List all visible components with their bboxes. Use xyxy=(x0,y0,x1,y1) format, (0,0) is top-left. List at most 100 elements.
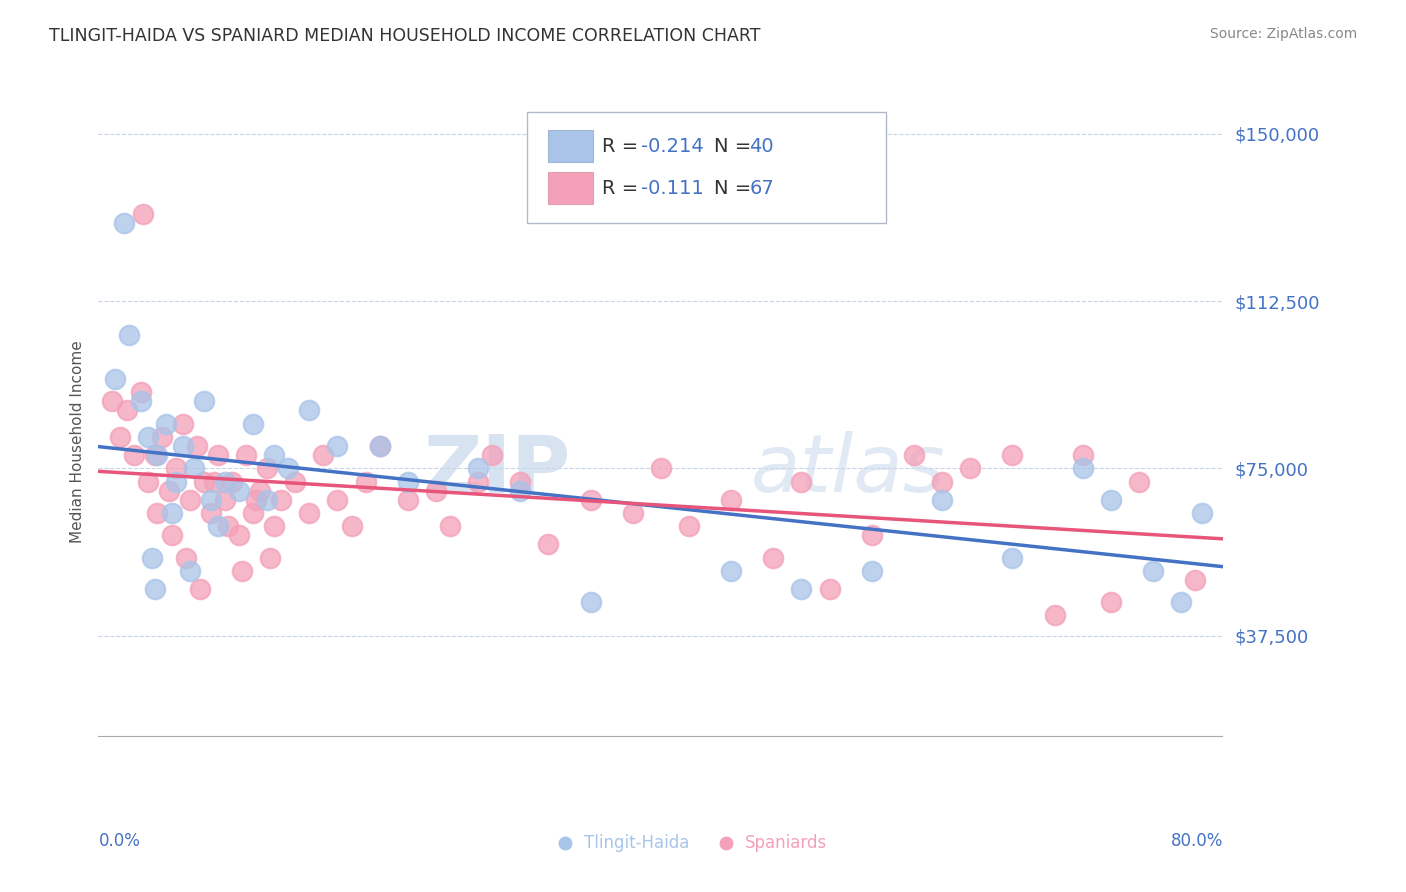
Point xyxy=(228,528,250,542)
Point xyxy=(368,439,391,453)
Point xyxy=(481,448,503,462)
Point xyxy=(298,506,321,520)
Point xyxy=(1043,608,1066,623)
Y-axis label: Median Household Income: Median Household Income xyxy=(69,340,84,543)
Point xyxy=(193,475,215,489)
Point xyxy=(122,448,145,462)
Point xyxy=(104,372,127,386)
Point xyxy=(256,461,278,475)
Point xyxy=(155,417,177,431)
Point xyxy=(1071,448,1094,462)
Point xyxy=(179,564,201,578)
Point xyxy=(207,448,229,462)
Point xyxy=(720,564,742,578)
Point xyxy=(207,519,229,533)
Text: -0.214: -0.214 xyxy=(641,136,704,156)
Point xyxy=(186,439,208,453)
Point xyxy=(270,492,292,507)
Point xyxy=(235,448,257,462)
Point xyxy=(509,483,531,498)
Text: Tlingit-Haida: Tlingit-Haida xyxy=(585,833,690,852)
Point xyxy=(425,483,447,498)
Point xyxy=(396,475,419,489)
Point xyxy=(146,448,169,462)
Point xyxy=(221,475,243,489)
Point xyxy=(112,216,135,230)
Point xyxy=(312,448,335,462)
Point xyxy=(959,461,981,475)
Text: R =: R = xyxy=(602,178,644,198)
Point xyxy=(931,492,953,507)
Point xyxy=(172,439,194,453)
Point xyxy=(277,461,299,475)
Point xyxy=(172,417,194,431)
Point xyxy=(284,475,307,489)
Point xyxy=(340,519,363,533)
Point xyxy=(141,550,163,565)
Point xyxy=(160,528,183,542)
Point xyxy=(132,207,155,221)
Point xyxy=(129,385,152,400)
Point xyxy=(160,506,183,520)
Point xyxy=(249,483,271,498)
Point xyxy=(165,461,187,475)
Point xyxy=(790,582,813,596)
Point xyxy=(242,506,264,520)
Point xyxy=(818,582,841,596)
Point xyxy=(326,492,349,507)
Point xyxy=(183,461,205,475)
Text: Source: ZipAtlas.com: Source: ZipAtlas.com xyxy=(1209,27,1357,41)
Point xyxy=(621,506,644,520)
Text: 67: 67 xyxy=(749,178,775,198)
Text: 0.0%: 0.0% xyxy=(98,831,141,850)
Point xyxy=(263,519,285,533)
Text: N =: N = xyxy=(714,178,758,198)
Text: -0.111: -0.111 xyxy=(641,178,704,198)
Point xyxy=(1001,448,1024,462)
Point xyxy=(1170,595,1192,609)
Point xyxy=(202,475,225,489)
Point xyxy=(263,448,285,462)
Point xyxy=(242,417,264,431)
Point xyxy=(188,582,211,596)
Point xyxy=(259,550,281,565)
Point xyxy=(101,394,124,409)
Text: R =: R = xyxy=(602,136,644,156)
Point xyxy=(1099,492,1122,507)
Point xyxy=(931,475,953,489)
Point xyxy=(579,492,602,507)
Point xyxy=(165,475,187,489)
Point xyxy=(396,492,419,507)
Point xyxy=(129,394,152,409)
Point xyxy=(143,448,166,462)
Text: atlas: atlas xyxy=(751,432,946,509)
Point xyxy=(439,519,461,533)
Text: TLINGIT-HAIDA VS SPANIARD MEDIAN HOUSEHOLD INCOME CORRELATION CHART: TLINGIT-HAIDA VS SPANIARD MEDIAN HOUSEHO… xyxy=(49,27,761,45)
Text: Spaniards: Spaniards xyxy=(745,833,827,852)
Point xyxy=(467,461,489,475)
Point xyxy=(860,564,883,578)
Text: N =: N = xyxy=(714,136,758,156)
Point xyxy=(1099,595,1122,609)
Point xyxy=(108,430,131,444)
Point xyxy=(179,492,201,507)
Point xyxy=(228,483,250,498)
Point xyxy=(720,492,742,507)
Point xyxy=(650,461,672,475)
Point xyxy=(214,475,236,489)
Point xyxy=(903,448,925,462)
Point xyxy=(118,327,141,342)
Point xyxy=(1191,506,1213,520)
Point xyxy=(298,403,321,417)
Point xyxy=(860,528,883,542)
Text: 80.0%: 80.0% xyxy=(1171,831,1223,850)
Text: ZIP: ZIP xyxy=(423,432,571,509)
Point xyxy=(143,582,166,596)
Point xyxy=(214,492,236,507)
Point xyxy=(354,475,377,489)
Point xyxy=(537,537,560,551)
Point xyxy=(1184,573,1206,587)
Point xyxy=(1128,475,1150,489)
Point xyxy=(174,550,197,565)
Point xyxy=(368,439,391,453)
